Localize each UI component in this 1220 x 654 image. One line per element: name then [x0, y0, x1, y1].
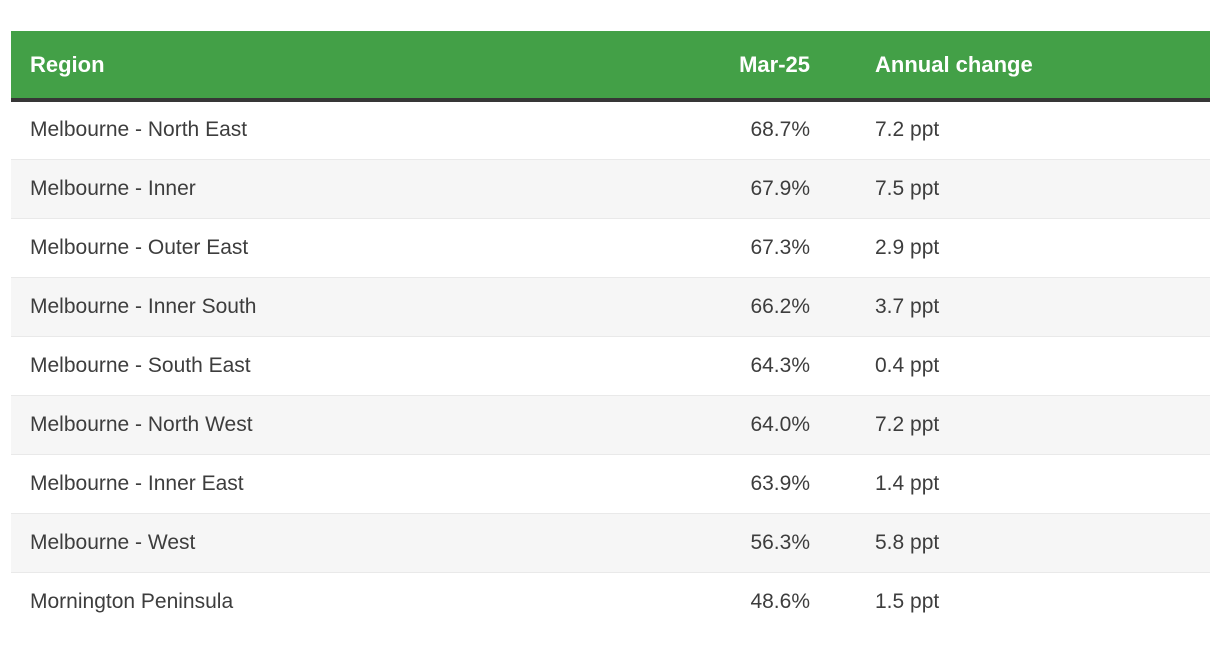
- annual-change-cell: 5.8 ppt: [875, 530, 940, 554]
- table-header: Region Mar-25 Annual change: [11, 31, 1210, 100]
- region-cell: Melbourne - North West: [30, 412, 253, 436]
- region-cell: Melbourne - Inner South: [30, 294, 257, 318]
- region-cell: Melbourne - West: [30, 530, 196, 554]
- mar-25-cell: 67.3%: [750, 235, 810, 259]
- region-stats-table: Region Mar-25 Annual change Melbourne - …: [11, 31, 1210, 631]
- region-cell: Mornington Peninsula: [30, 589, 234, 613]
- table-row: Mornington Peninsula 48.6% 1.5 ppt: [11, 572, 1210, 631]
- region-stats-table-container: Region Mar-25 Annual change Melbourne - …: [11, 31, 1210, 631]
- table-row: Melbourne - Inner South 66.2% 3.7 ppt: [11, 277, 1210, 336]
- column-header-annual-change: Annual change: [810, 31, 1210, 100]
- annual-change-cell: 7.2 ppt: [875, 412, 940, 436]
- table-row: Melbourne - North West 64.0% 7.2 ppt: [11, 395, 1210, 454]
- annual-change-cell: 2.9 ppt: [875, 235, 940, 259]
- mar-25-cell: 64.3%: [750, 353, 810, 377]
- mar-25-cell: 66.2%: [750, 294, 810, 318]
- column-header-mar-25: Mar-25: [661, 31, 810, 100]
- header-row: Region Mar-25 Annual change: [11, 31, 1210, 100]
- region-cell: Melbourne - Outer East: [30, 235, 249, 259]
- annual-change-cell: 1.5 ppt: [875, 589, 940, 613]
- mar-25-cell: 64.0%: [750, 412, 810, 436]
- table-row: Melbourne - North East 68.7% 7.2 ppt: [11, 100, 1210, 159]
- annual-change-cell: 0.4 ppt: [875, 353, 940, 377]
- region-cell: Melbourne - North East: [30, 118, 248, 142]
- annual-change-cell: 1.4 ppt: [875, 471, 940, 495]
- mar-25-cell: 48.6%: [750, 589, 810, 613]
- region-cell: Melbourne - Inner East: [30, 471, 244, 495]
- region-cell: Melbourne - Inner: [30, 176, 196, 200]
- mar-25-cell: 56.3%: [750, 530, 810, 554]
- table-body: Melbourne - North East 68.7% 7.2 ppt Mel…: [11, 100, 1210, 631]
- table-row: Melbourne - Inner East 63.9% 1.4 ppt: [11, 454, 1210, 513]
- column-header-region: Region: [11, 31, 661, 100]
- table-row: Melbourne - Inner 67.9% 7.5 ppt: [11, 159, 1210, 218]
- annual-change-cell: 3.7 ppt: [875, 294, 940, 318]
- table-row: Melbourne - South East 64.3% 0.4 ppt: [11, 336, 1210, 395]
- region-cell: Melbourne - South East: [30, 353, 251, 377]
- table-row: Melbourne - Outer East 67.3% 2.9 ppt: [11, 218, 1210, 277]
- table-row: Melbourne - West 56.3% 5.8 ppt: [11, 513, 1210, 572]
- mar-25-cell: 63.9%: [750, 471, 810, 495]
- annual-change-cell: 7.2 ppt: [875, 118, 940, 142]
- mar-25-cell: 68.7%: [750, 118, 810, 142]
- mar-25-cell: 67.9%: [750, 176, 810, 200]
- annual-change-cell: 7.5 ppt: [875, 176, 940, 200]
